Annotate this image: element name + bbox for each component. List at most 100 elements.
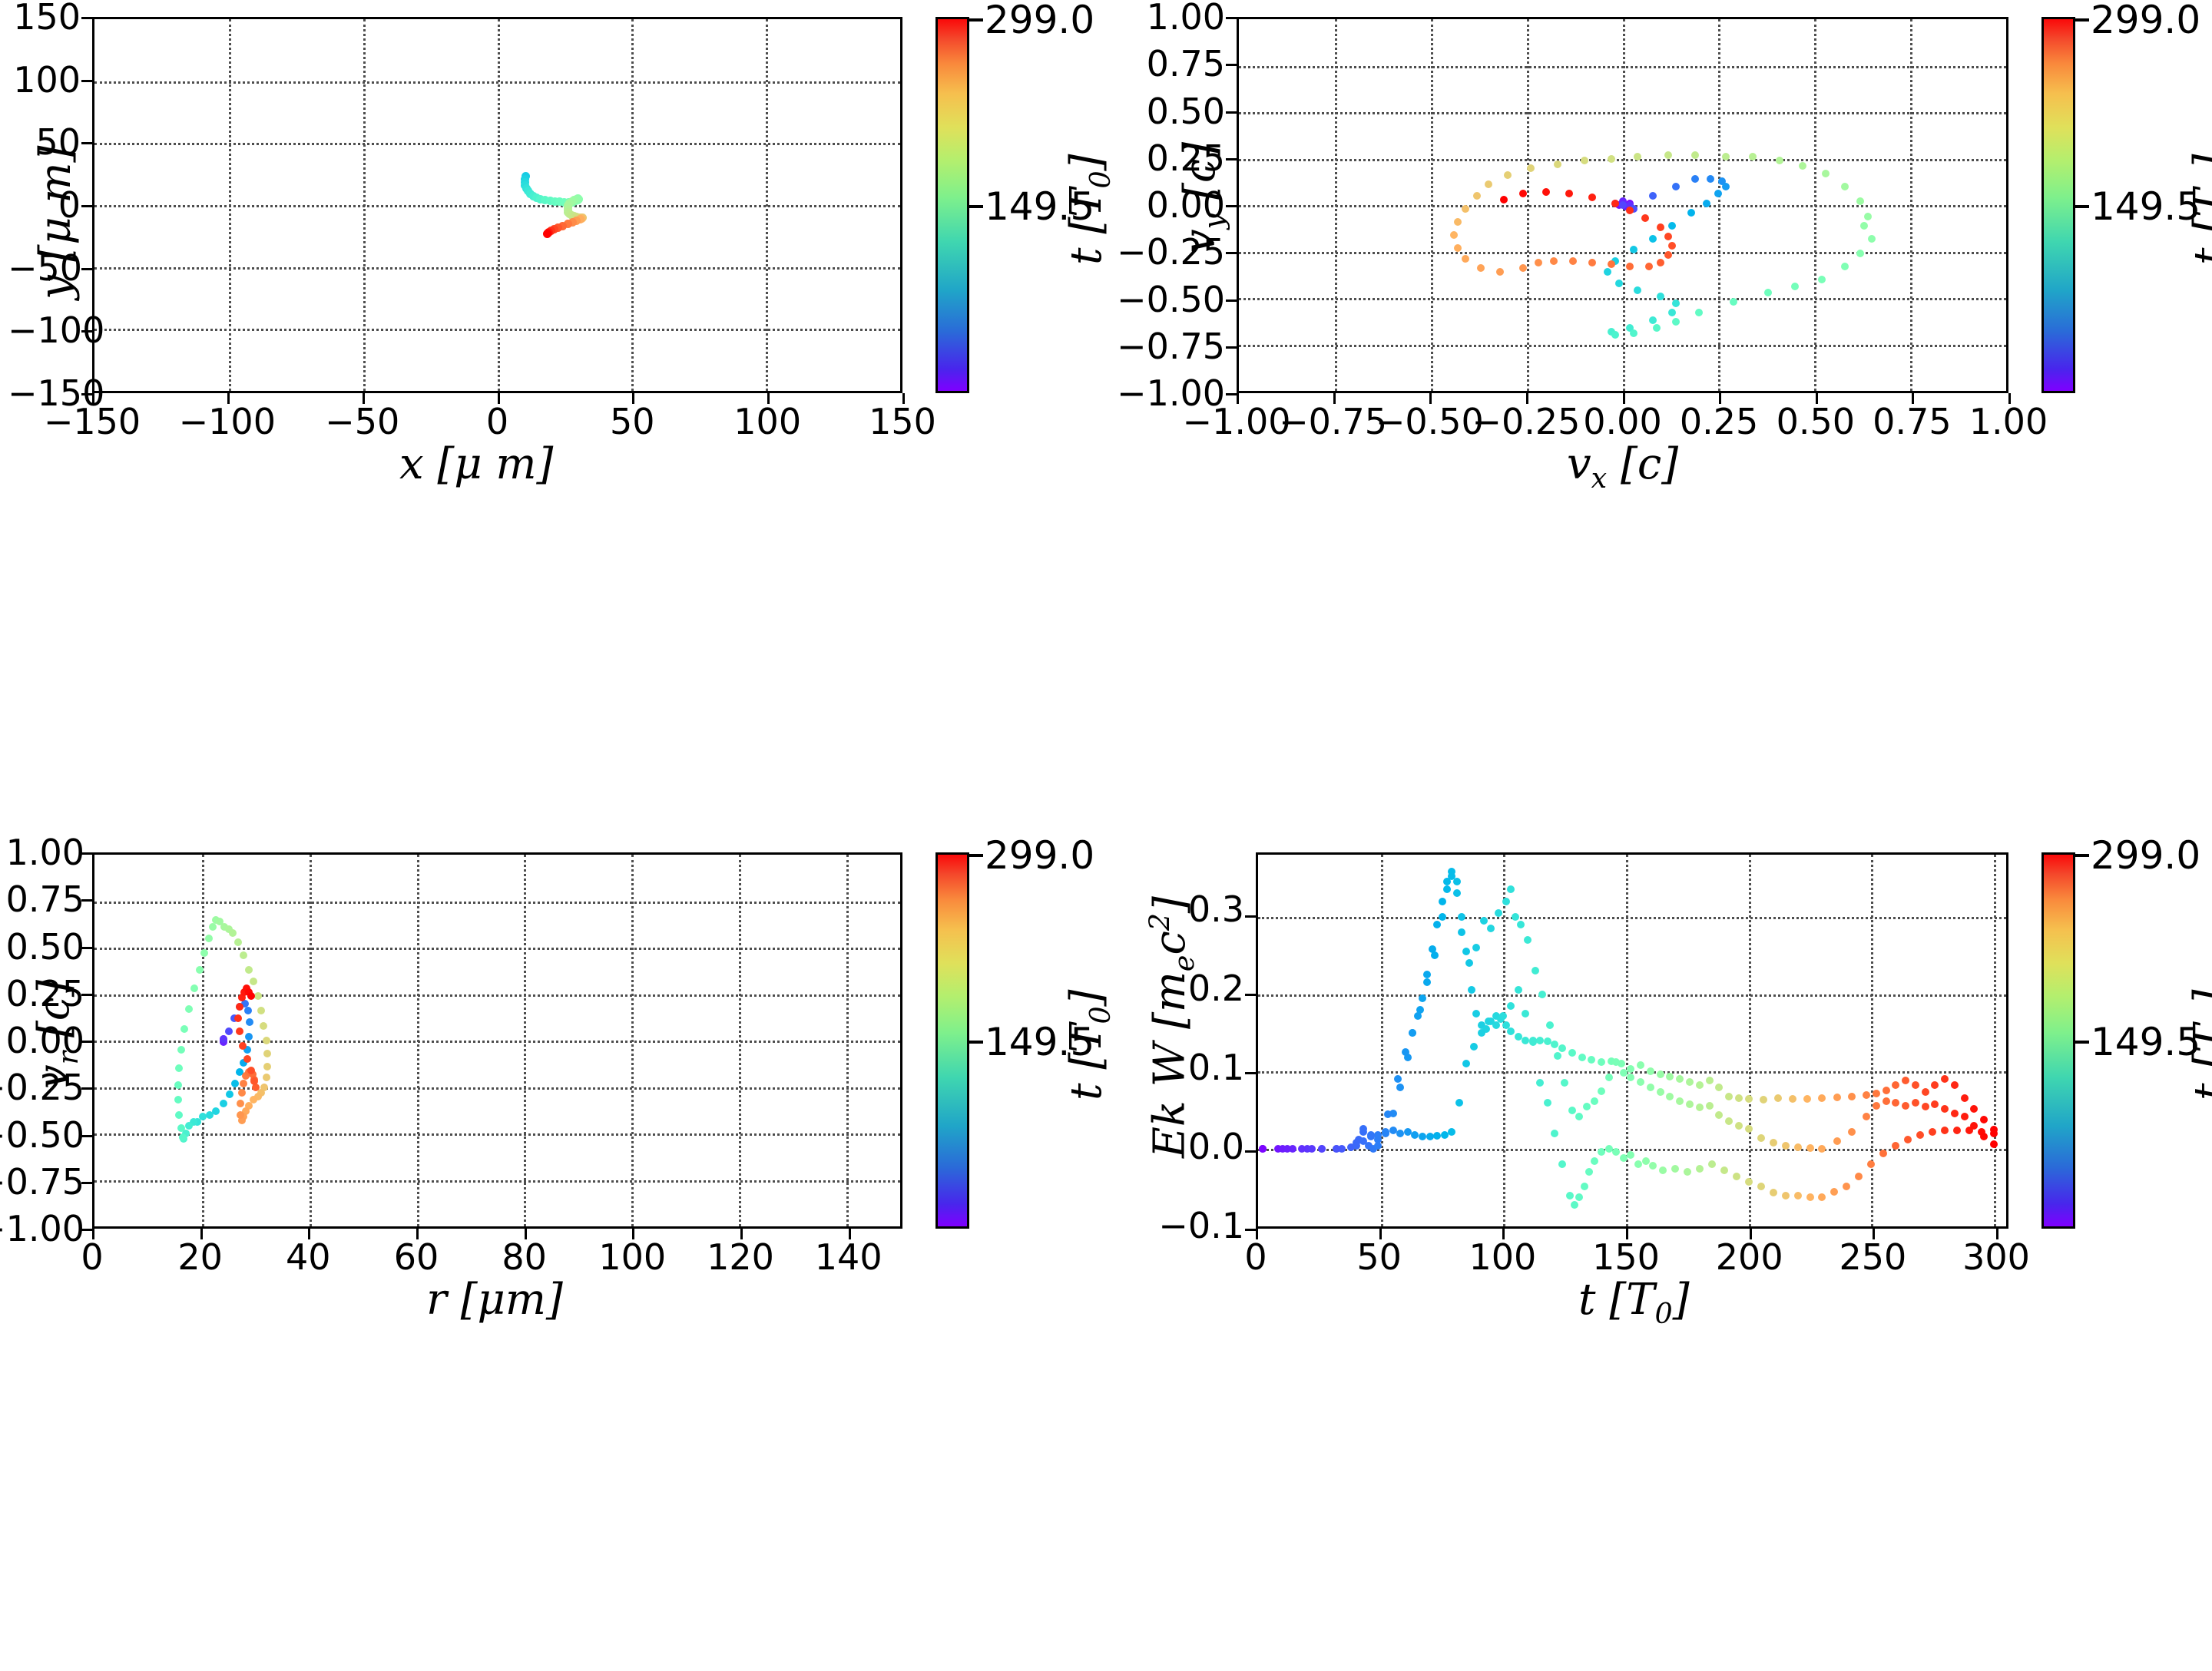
ytick-ek-1: 0.2 xyxy=(1187,967,1244,1009)
ytickmark xyxy=(1226,64,1237,67)
xtick-ek-0: 0 xyxy=(1244,1236,1267,1278)
data-point xyxy=(1553,160,1561,168)
axes-vxvy[interactable] xyxy=(1237,17,2008,393)
ytick-rvr-6: −0.50 xyxy=(0,1113,84,1156)
data-point xyxy=(1453,243,1462,252)
data-point xyxy=(1524,935,1532,944)
data-point xyxy=(1856,249,1865,257)
ytickmark xyxy=(1226,17,1237,19)
data-point xyxy=(175,1110,184,1119)
data-point xyxy=(1841,262,1849,270)
panel-xy: 150 100 50 0 −50 −100 −150 −150 −100 −50… xyxy=(0,0,1117,836)
data-point xyxy=(1366,1131,1375,1140)
ytick-vxvy-7: −0.75 xyxy=(1117,325,1225,367)
data-point xyxy=(1503,171,1512,180)
axes-rvr[interactable] xyxy=(92,852,902,1229)
gridline-horizontal xyxy=(94,329,900,332)
data-point xyxy=(1730,297,1738,306)
data-point xyxy=(240,1079,248,1087)
data-point xyxy=(1492,1011,1500,1020)
data-point xyxy=(246,1017,254,1026)
data-point xyxy=(1352,1142,1360,1150)
colorbar-rvr[interactable] xyxy=(935,852,969,1229)
data-point xyxy=(1598,1148,1606,1156)
colorbar-xy[interactable] xyxy=(935,17,969,393)
data-point xyxy=(1626,207,1634,215)
data-point xyxy=(1931,1100,1939,1108)
data-point xyxy=(1626,201,1634,209)
xtick-xy-2: −50 xyxy=(325,401,400,442)
ytick-rvr-1: 0.75 xyxy=(5,879,84,921)
data-point xyxy=(244,1007,252,1015)
data-point xyxy=(1364,1142,1373,1150)
ytick-ek-2: 0.1 xyxy=(1187,1046,1244,1088)
data-point xyxy=(1611,256,1619,265)
data-point xyxy=(231,1079,240,1087)
xtick-ek-2: 100 xyxy=(1469,1236,1537,1278)
data-point xyxy=(1656,1070,1664,1079)
data-point xyxy=(1598,1058,1606,1067)
data-point xyxy=(1627,1065,1635,1074)
data-point xyxy=(1467,986,1475,994)
data-point xyxy=(1452,889,1461,898)
gridline-vertical xyxy=(309,855,312,1226)
data-point xyxy=(1433,920,1442,928)
data-point xyxy=(200,949,209,958)
data-point xyxy=(1666,1073,1674,1081)
data-point xyxy=(174,1081,183,1090)
data-point xyxy=(205,1110,214,1119)
xtick-ek-3: 150 xyxy=(1592,1236,1660,1278)
data-point xyxy=(240,951,248,959)
data-point xyxy=(250,1096,257,1104)
xtickmark xyxy=(902,393,905,404)
gridline-vertical xyxy=(363,19,366,391)
data-point xyxy=(1394,1075,1402,1084)
data-point xyxy=(1526,164,1535,172)
data-point xyxy=(1720,1166,1728,1175)
xlabel-vxvy: vx [c] xyxy=(1567,439,1678,495)
data-point xyxy=(194,1118,202,1127)
ytickmark xyxy=(1226,157,1237,160)
data-point xyxy=(1442,885,1451,894)
data-point xyxy=(219,1100,227,1108)
colorbar-vxvy-label-top: 299.0 xyxy=(2091,0,2201,42)
data-point xyxy=(1734,1094,1743,1102)
xlabel-vxvy-unit: [c] xyxy=(1607,439,1679,489)
data-point xyxy=(1590,1097,1598,1105)
axes-ek[interactable] xyxy=(1256,852,2008,1229)
data-point xyxy=(1476,264,1485,273)
data-point xyxy=(1855,1173,1863,1181)
data-point xyxy=(1904,1136,1912,1144)
ylabel-ek: Ek W [mec2] xyxy=(1143,896,1200,1158)
data-point xyxy=(1551,1130,1559,1137)
xtickmark xyxy=(92,1229,94,1239)
data-point xyxy=(1416,1005,1424,1014)
data-point xyxy=(1776,156,1784,164)
data-point xyxy=(1536,1037,1545,1044)
data-point xyxy=(1374,1136,1382,1144)
data-point xyxy=(1676,1075,1684,1084)
colorbar-ek[interactable] xyxy=(2041,852,2075,1229)
data-point xyxy=(1578,1054,1586,1062)
data-point xyxy=(1757,1134,1765,1143)
ytick-xy-3: 0 xyxy=(58,184,81,226)
data-point xyxy=(1892,1081,1900,1090)
axes-xy[interactable] xyxy=(92,17,902,393)
colorbar-vxvy-tick-mid xyxy=(2075,205,2089,208)
data-point xyxy=(1413,1011,1422,1020)
xtick-ek-4: 200 xyxy=(1715,1236,1783,1278)
data-point xyxy=(1902,1077,1910,1085)
ytick-ek-0: 0.3 xyxy=(1187,888,1244,930)
xlabel-xy: x [μ m] xyxy=(399,439,553,489)
data-point xyxy=(1570,1200,1578,1209)
ytickmark xyxy=(1226,205,1237,207)
data-point xyxy=(1732,1173,1740,1181)
data-point xyxy=(1403,1127,1412,1136)
data-point xyxy=(237,994,246,1002)
xtickmark xyxy=(632,393,635,404)
ytickmark xyxy=(81,852,92,855)
colorbar-vxvy[interactable] xyxy=(2041,17,2075,393)
xtickmark xyxy=(848,1229,851,1239)
gridline-horizontal xyxy=(1239,158,2006,161)
data-point xyxy=(178,1133,187,1141)
